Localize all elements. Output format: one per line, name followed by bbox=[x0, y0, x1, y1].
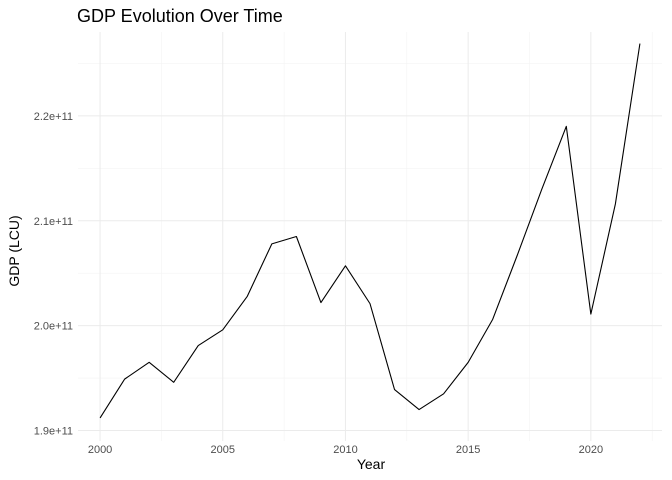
y-tick-label: 2.2e+11 bbox=[34, 111, 73, 123]
chart-title: GDP Evolution Over Time bbox=[77, 6, 283, 26]
y-tick-label: 1.9e+11 bbox=[34, 426, 73, 438]
x-axis-ticks: 2000 2005 2010 2015 2020 bbox=[88, 444, 603, 456]
grid-lines bbox=[78, 32, 662, 441]
y-axis-title: GDP (LCU) bbox=[6, 215, 22, 286]
x-tick-label: 2000 bbox=[88, 444, 112, 456]
x-tick-label: 2005 bbox=[211, 444, 235, 456]
x-tick-label: 2020 bbox=[579, 444, 603, 456]
x-axis-title: Year bbox=[357, 456, 386, 472]
y-tick-label: 2.0e+11 bbox=[34, 321, 73, 333]
x-tick-label: 2010 bbox=[333, 444, 357, 456]
series-layer bbox=[99, 43, 641, 419]
y-tick-label: 2.1e+11 bbox=[34, 216, 73, 228]
gdp-series-line bbox=[99, 43, 641, 419]
x-tick-label: 2015 bbox=[456, 444, 480, 456]
y-axis-ticks: 1.9e+11 2.0e+11 2.1e+11 2.2e+11 bbox=[34, 111, 73, 438]
